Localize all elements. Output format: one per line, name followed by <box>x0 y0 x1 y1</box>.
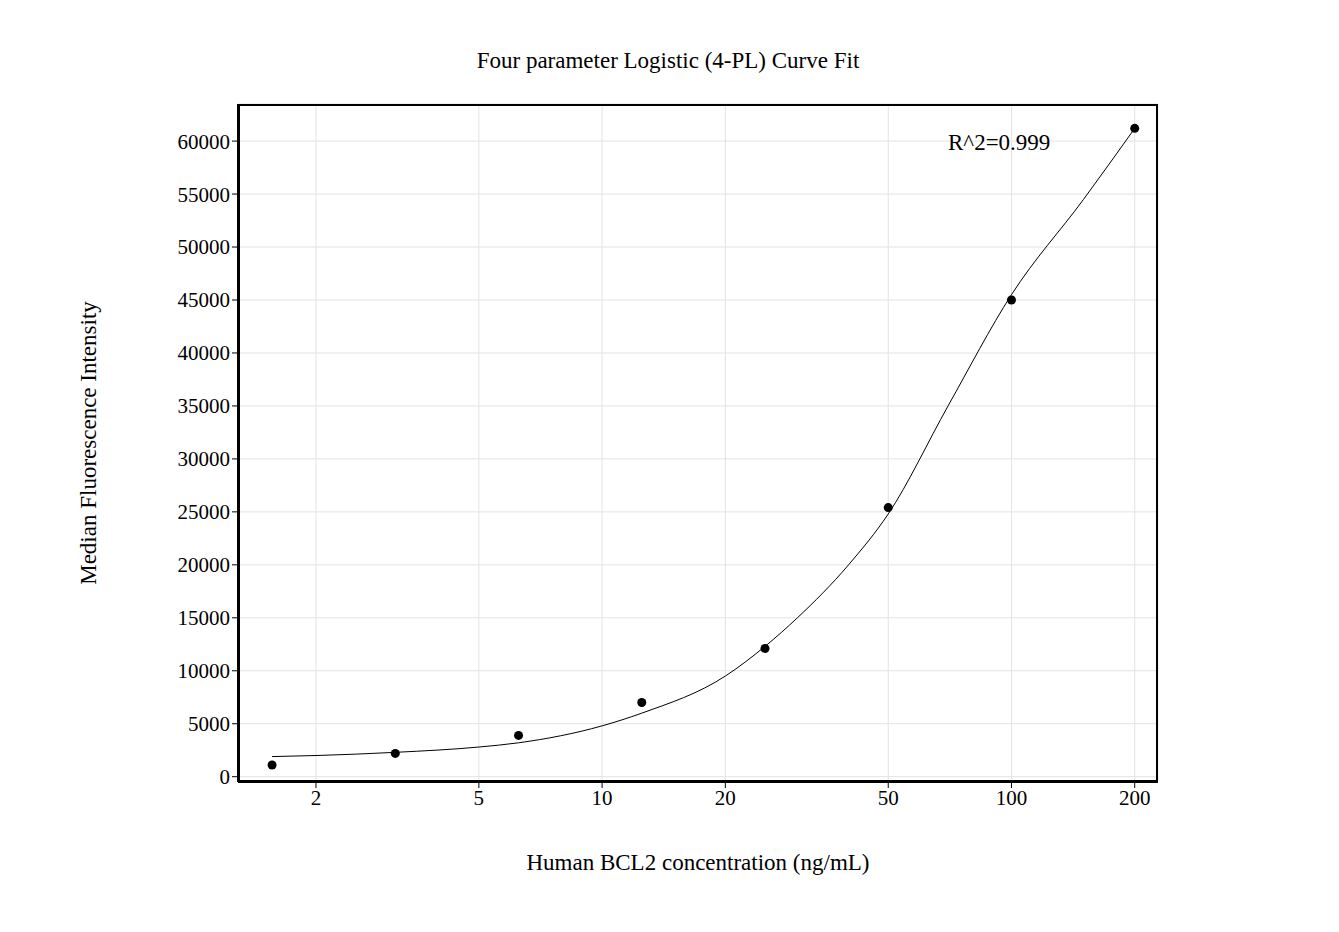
svg-text:35000: 35000 <box>178 394 231 418</box>
svg-text:Median Fluorescence Intensity: Median Fluorescence Intensity <box>76 301 101 585</box>
svg-text:Human BCL2 concentration (ng/m: Human BCL2 concentration (ng/mL) <box>526 850 869 875</box>
svg-text:20: 20 <box>715 786 736 810</box>
html-text:Four parameter Logistic (4-PL): Four parameter Logistic (4-PL) Curve Fit <box>476 48 860 73</box>
html-text:R^2=0.999: R^2=0.999 <box>948 130 1051 155</box>
svg-text:50: 50 <box>878 786 899 810</box>
svg-text:50000: 50000 <box>178 235 231 259</box>
svg-text:5000: 5000 <box>188 712 230 736</box>
svg-text:60000: 60000 <box>178 130 231 154</box>
svg-text:55000: 55000 <box>178 183 231 207</box>
svg-text:0: 0 <box>220 765 231 789</box>
svg-text:25000: 25000 <box>178 500 231 524</box>
svg-text:2: 2 <box>311 786 322 810</box>
svg-text:40000: 40000 <box>178 341 231 365</box>
svg-text:20000: 20000 <box>178 553 231 577</box>
svg-text:5: 5 <box>474 786 485 810</box>
svg-text:100: 100 <box>996 786 1028 810</box>
svg-text:200: 200 <box>1119 786 1151 810</box>
svg-text:10000: 10000 <box>178 659 231 683</box>
svg-text:15000: 15000 <box>178 606 231 630</box>
svg-text:45000: 45000 <box>178 288 231 312</box>
svg-text:30000: 30000 <box>178 447 231 471</box>
svg-text:10: 10 <box>592 786 613 810</box>
